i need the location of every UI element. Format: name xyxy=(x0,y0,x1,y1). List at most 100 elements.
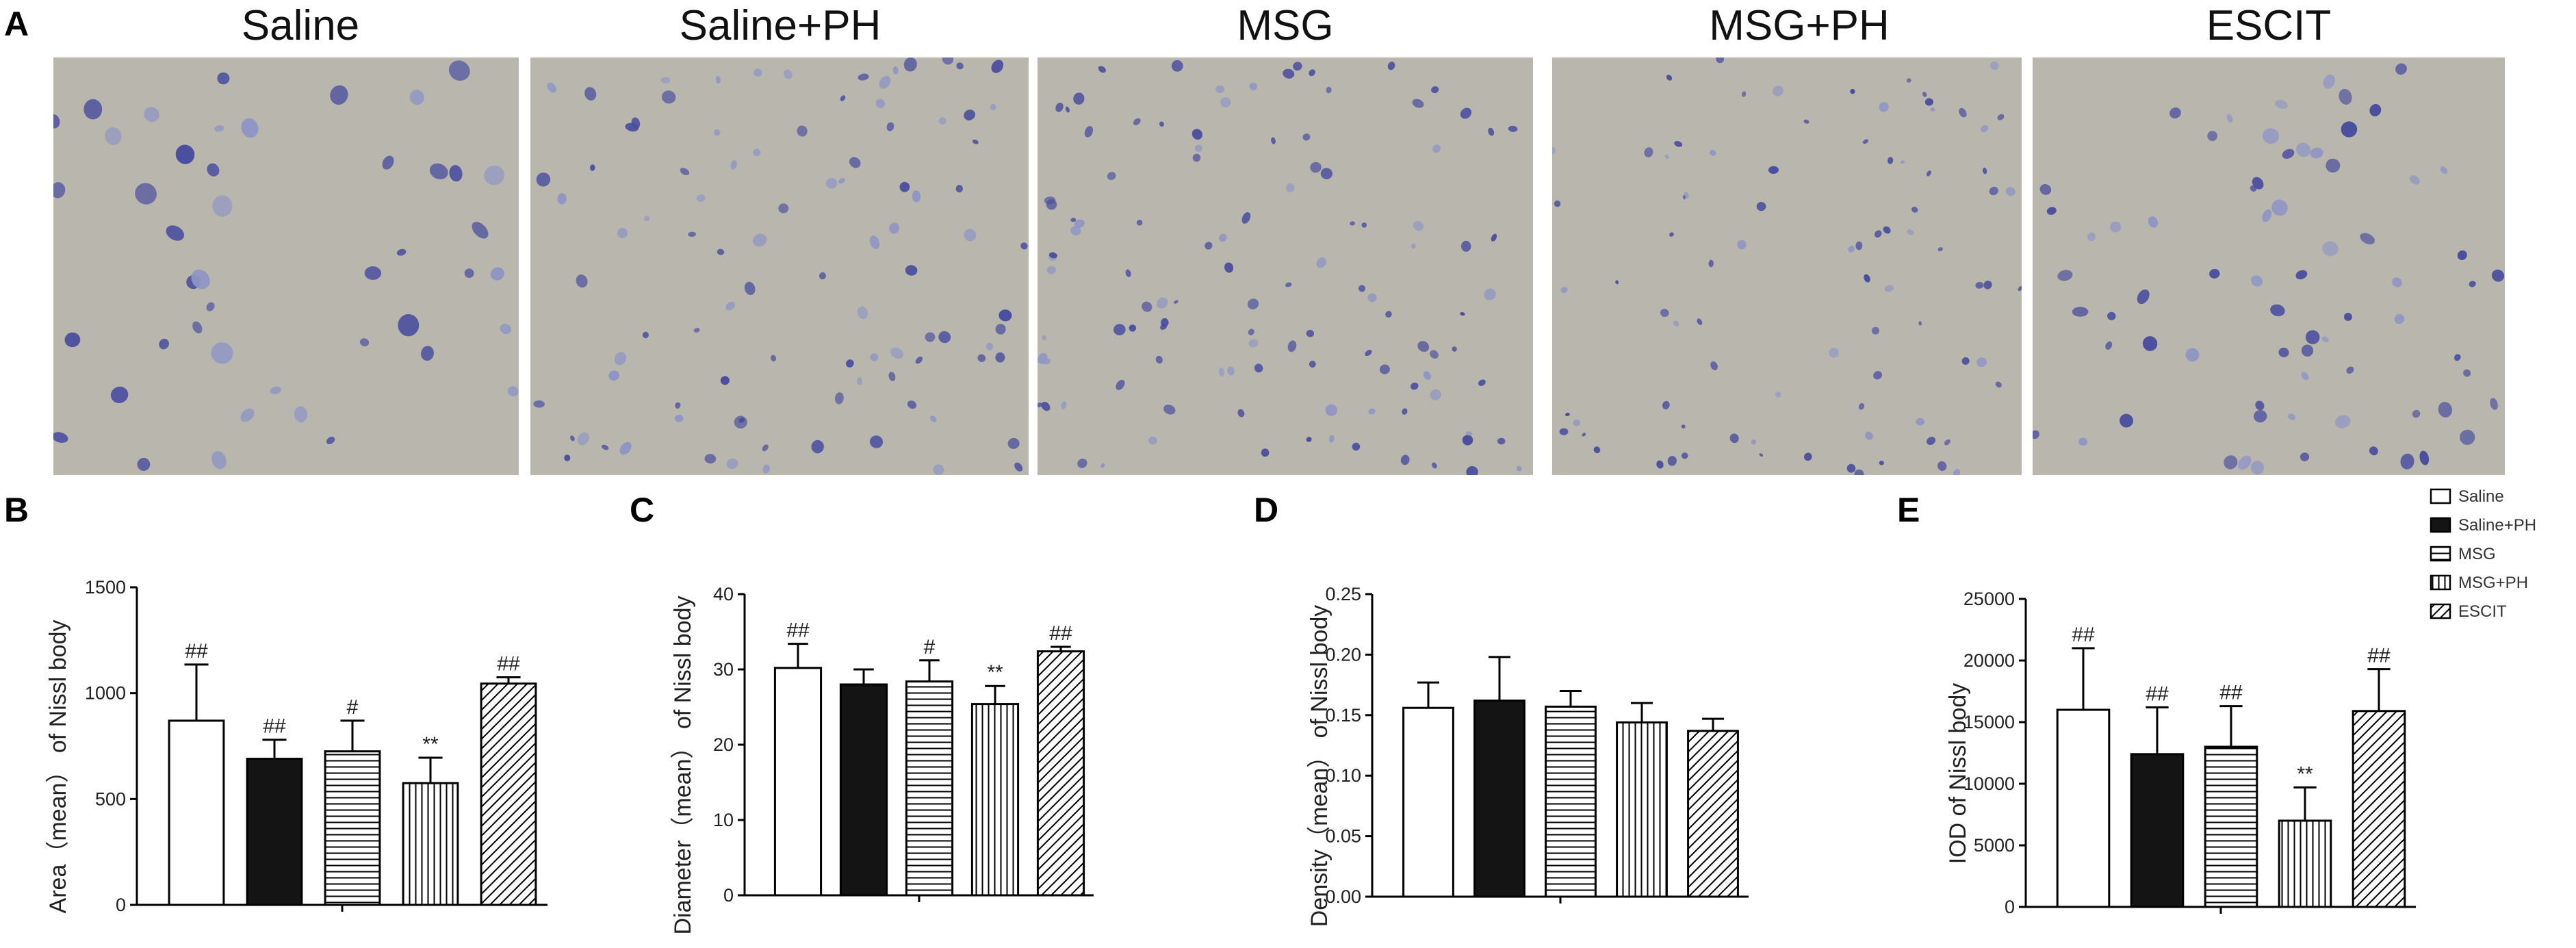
nissl-cell xyxy=(1995,381,2002,388)
nissl-cell xyxy=(1133,118,1141,125)
nissl-cell xyxy=(889,222,899,234)
nissl-cell xyxy=(1756,201,1766,212)
nissl-cell xyxy=(2209,268,2220,279)
nissl-cell xyxy=(421,346,434,361)
nissl-cell xyxy=(2148,216,2159,228)
nissl-cell xyxy=(1220,97,1231,107)
nissl-cell xyxy=(938,331,951,344)
nissl-cell xyxy=(1924,98,1933,106)
nissl-cell xyxy=(1174,300,1178,304)
nissl-cell xyxy=(1368,408,1376,415)
legend-swatch-escit xyxy=(2430,603,2451,619)
nissl-cell xyxy=(1930,107,1935,112)
nissl-cell xyxy=(1873,371,1883,380)
nissl-cell xyxy=(1644,147,1653,157)
micrograph-saline-ph xyxy=(530,57,1029,475)
nissl-cell xyxy=(1411,382,1419,390)
y-tick-label: 20 xyxy=(713,734,734,755)
nissl-cell xyxy=(2412,409,2421,418)
nissl-cell xyxy=(2275,100,2288,109)
nissl-cell xyxy=(2226,114,2233,123)
nissl-cell xyxy=(464,268,474,279)
nissl-cell xyxy=(886,122,894,131)
nissl-cell xyxy=(1884,285,1894,292)
nissl-cell xyxy=(1953,469,1960,475)
nissl-cell xyxy=(1989,186,1998,196)
nissl-cell xyxy=(1074,219,1085,229)
nissl-cell xyxy=(1875,230,1882,238)
bar-escit xyxy=(480,682,537,906)
nissl-cell xyxy=(449,165,463,182)
nissl-cell xyxy=(1285,183,1295,192)
nissl-cell xyxy=(1803,452,1812,461)
nissl-cell xyxy=(1020,242,1028,250)
nissl-cell xyxy=(382,155,394,170)
nissl-cell xyxy=(1007,437,1020,449)
nissl-cell xyxy=(105,127,122,145)
bar-saline xyxy=(168,719,225,906)
nissl-cell xyxy=(557,193,567,205)
nissl-cell xyxy=(619,441,632,455)
y-tick-label: 40 xyxy=(713,584,734,604)
nissl-cell xyxy=(1669,232,1674,237)
y-tick-label: 10000 xyxy=(1963,773,2015,794)
nissl-cell xyxy=(602,444,609,450)
nissl-cell xyxy=(2453,354,2461,361)
nissl-cell xyxy=(584,87,597,101)
nissl-cell xyxy=(1271,137,1276,144)
y-tick-label: 10 xyxy=(713,810,734,830)
nissl-cell xyxy=(1413,220,1424,231)
nissl-cell xyxy=(1803,119,1809,124)
nissl-cell xyxy=(1862,139,1869,144)
nissl-cell xyxy=(1516,465,1522,472)
nissl-cell xyxy=(1219,368,1224,377)
nissl-cell xyxy=(991,60,1004,73)
nissl-cell xyxy=(1775,392,1781,398)
nissl-cell xyxy=(1084,126,1094,138)
nissl-cell xyxy=(2322,241,2339,257)
nissl-cell xyxy=(907,400,917,409)
nissl-cell xyxy=(2463,369,2471,377)
nissl-cell xyxy=(2438,402,2452,418)
nissl-cell xyxy=(674,414,684,422)
nissl-cell xyxy=(1432,144,1441,153)
nissl-cell xyxy=(1773,86,1783,97)
nissl-cell xyxy=(2185,348,2200,362)
nissl-cell xyxy=(1710,361,1718,370)
nissl-cell xyxy=(144,107,159,123)
y-axis-label: IOD of Nissl body xyxy=(1945,683,1971,864)
y-tick-label: 0 xyxy=(2005,897,2015,917)
nissl-cell xyxy=(2120,413,2133,428)
nissl-cell xyxy=(2046,207,2057,215)
nissl-cell xyxy=(819,272,826,280)
nissl-cell xyxy=(1107,172,1116,181)
nissl-cell xyxy=(753,149,761,157)
nissl-cell xyxy=(680,168,690,176)
nissl-cell xyxy=(834,392,844,405)
nissl-cell xyxy=(1431,86,1439,94)
nissl-cell xyxy=(986,342,994,350)
nissl-cell xyxy=(2271,199,2288,216)
legend-label-saline: Saline xyxy=(2458,487,2504,506)
nissl-cell xyxy=(429,163,448,180)
nissl-cell xyxy=(2400,453,2414,470)
nissl-cell xyxy=(1061,401,1067,409)
bar-msg-ph xyxy=(402,782,459,906)
nissl-cell xyxy=(1155,355,1163,364)
nissl-cell xyxy=(617,228,628,238)
nissl-cell xyxy=(1716,57,1725,64)
nissl-cell xyxy=(2262,209,2272,222)
nissl-cell xyxy=(1224,262,1234,273)
nissl-cell xyxy=(1662,400,1670,410)
nissl-cell xyxy=(1073,92,1085,105)
nissl-cell xyxy=(166,225,185,241)
nissl-cell xyxy=(212,195,233,217)
nissl-cell xyxy=(64,332,81,348)
panel-label-c: C xyxy=(630,491,655,529)
nissl-cell xyxy=(1554,200,1561,207)
nissl-cell xyxy=(1982,167,1987,175)
nissl-cell xyxy=(1883,226,1891,234)
nissl-cell xyxy=(214,125,224,132)
nissl-cell xyxy=(1460,240,1471,252)
nissl-cell xyxy=(955,185,964,193)
